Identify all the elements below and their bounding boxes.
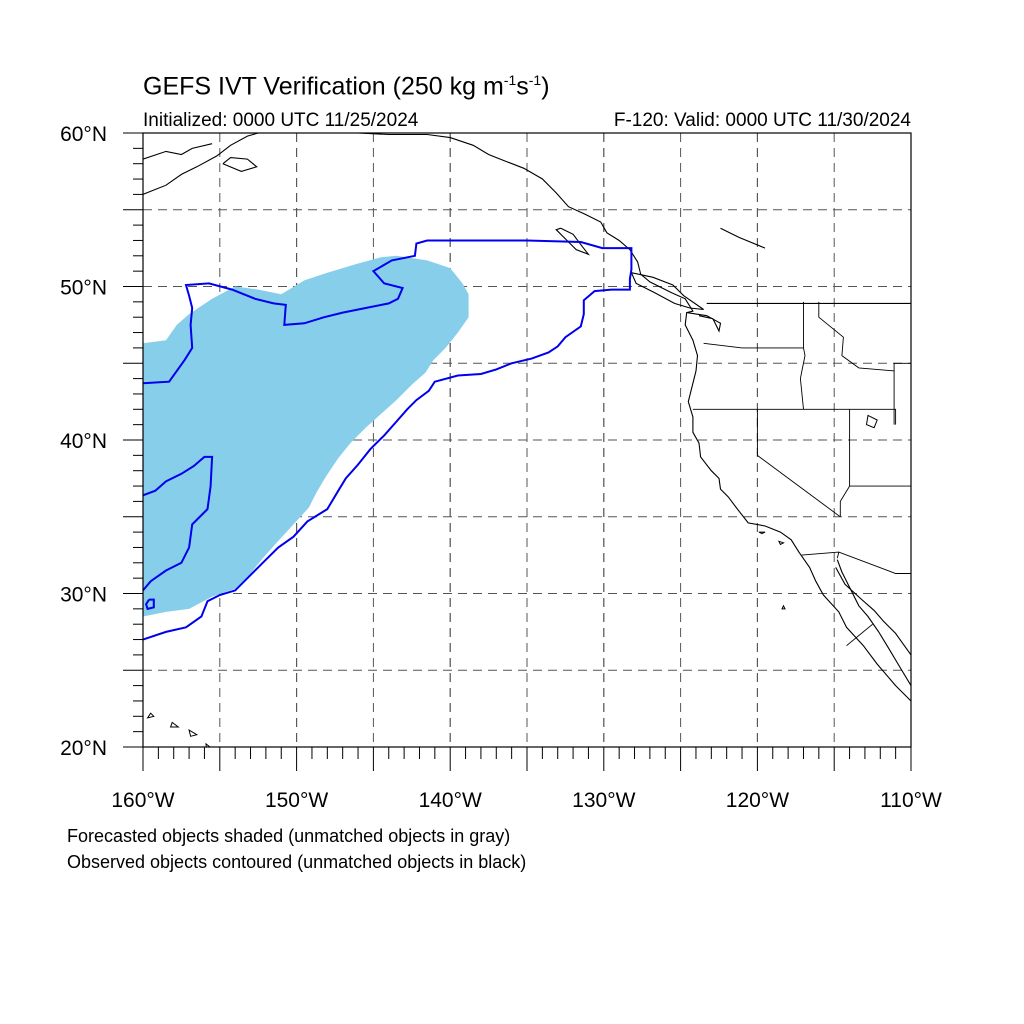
lon-tick-label: 140°W xyxy=(419,789,482,812)
valid-label: F-120: Valid: 0000 UTC 11/30/2024 xyxy=(613,110,911,131)
coastline xyxy=(836,559,911,686)
forecast-object xyxy=(143,255,469,617)
coastline xyxy=(555,227,591,256)
initialized-label: Initialized: 0000 UTC 11/25/2024 xyxy=(143,110,419,131)
map-title: GEFS IVT Verification (250 kg m-1s-1) xyxy=(143,72,550,101)
state-border xyxy=(703,342,804,349)
coastline xyxy=(143,143,213,160)
observed-contour xyxy=(143,455,214,592)
island-outline xyxy=(781,604,786,610)
coastline xyxy=(835,567,911,656)
lat-tick-label: 20°N xyxy=(60,737,107,760)
axis-labels: 160°W 150°W 140°W 130°W 120°W 110°W 20°N 30°N 40… xyxy=(60,123,942,812)
title-text-mid: s xyxy=(516,72,529,101)
island-outline xyxy=(188,729,199,737)
state-border xyxy=(893,362,911,425)
title-text: GEFS IVT Verification (250 kg m xyxy=(143,72,504,101)
state-border xyxy=(799,301,806,410)
forecast-objects-layer xyxy=(143,255,469,617)
island-outline xyxy=(777,540,785,546)
island-outline xyxy=(758,531,766,535)
title-superscript-2: -1 xyxy=(528,72,542,88)
lat-tick-label: 40°N xyxy=(60,430,107,453)
coastline xyxy=(222,157,258,172)
coastline xyxy=(357,133,911,702)
lat-tick-label: 50°N xyxy=(60,277,107,300)
observed-contour xyxy=(145,598,155,611)
island-outline xyxy=(146,712,155,719)
coastline xyxy=(720,227,766,249)
coastline xyxy=(630,272,704,311)
observed-contour xyxy=(143,239,633,641)
state-border xyxy=(692,408,897,425)
observed-note: Observed objects contoured (unmatched ob… xyxy=(67,852,527,872)
island-outline xyxy=(865,414,878,429)
lat-tick-label: 60°N xyxy=(60,123,107,146)
state-border xyxy=(801,551,911,574)
coastlines-layer xyxy=(143,133,911,747)
coastline xyxy=(686,312,722,333)
title-superscript-1: -1 xyxy=(503,72,517,88)
coastline xyxy=(143,133,259,195)
observed-contours-layer xyxy=(143,239,633,641)
state-border xyxy=(846,623,873,647)
title-text-end: ) xyxy=(541,72,550,101)
lon-tick-label: 120°W xyxy=(726,789,789,812)
state-border xyxy=(818,301,895,372)
state-border xyxy=(756,409,841,518)
lon-tick-label: 150°W xyxy=(265,789,328,812)
state-border xyxy=(839,409,851,517)
state-border xyxy=(836,551,840,559)
lat-tick-label: 30°N xyxy=(60,584,107,607)
axis-ticks xyxy=(123,132,912,771)
lon-tick-label: 130°W xyxy=(572,789,635,812)
lon-tick-label: 160°W xyxy=(111,789,174,812)
island-outline xyxy=(169,721,180,728)
island-outline xyxy=(205,742,211,747)
forecast-note: Forecasted objects shaded (unmatched obj… xyxy=(67,826,511,846)
lon-tick-label: 110°W xyxy=(880,789,942,812)
